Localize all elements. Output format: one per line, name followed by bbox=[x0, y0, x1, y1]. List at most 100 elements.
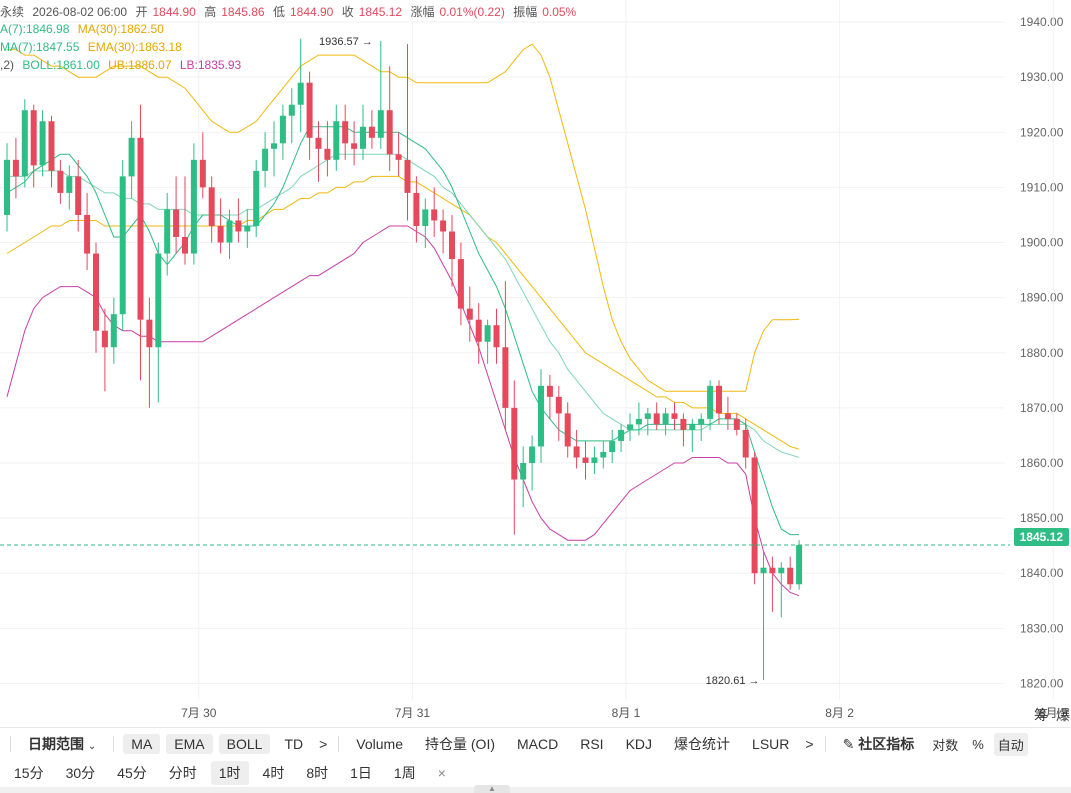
oi-toggle[interactable]: 持仓量 (OI) bbox=[425, 736, 495, 752]
datetime-label: 2026-08-02 06:00 bbox=[32, 5, 128, 19]
candle-body bbox=[39, 121, 46, 166]
candle-body bbox=[475, 319, 482, 342]
boll-legend-lb: LB:1835.93 bbox=[179, 58, 242, 72]
candle-body bbox=[449, 231, 455, 260]
log-scale-toggle[interactable]: 对数 bbox=[932, 737, 959, 753]
volume-toggle[interactable]: Volume bbox=[356, 736, 403, 752]
td-toggle[interactable]: TD bbox=[284, 736, 304, 752]
candle-body bbox=[529, 446, 536, 463]
candle-body bbox=[796, 545, 803, 585]
candle-body bbox=[457, 259, 464, 309]
interval-1-button[interactable]: 30分 bbox=[65, 765, 96, 781]
x-tick-label: 7月 31 bbox=[395, 706, 431, 720]
candle-body bbox=[662, 413, 669, 425]
rsi-toggle[interactable]: RSI bbox=[580, 736, 604, 752]
candle-body bbox=[101, 330, 108, 348]
candle-body bbox=[84, 214, 91, 254]
chart-area[interactable]: 1940.00 1930.00 1920.00 1910.00 1900.00 1890.… bbox=[0, 0, 1071, 727]
interval-0-button[interactable]: 15分 bbox=[14, 765, 44, 781]
interval-2-button[interactable]: 45分 bbox=[117, 765, 147, 781]
candle-body bbox=[751, 457, 758, 574]
chips-tab-label: 筹 bbox=[1034, 707, 1048, 724]
boll-upper-line bbox=[7, 43, 800, 392]
ema30-legend: EMA(30):1863.18 bbox=[87, 40, 182, 54]
interval-6-button[interactable]: 8时 bbox=[306, 765, 329, 781]
candle-body bbox=[21, 110, 28, 177]
toolbar-divider bbox=[10, 736, 11, 752]
boll-legend: ,2) BOLL:1861.00 UB:1886.07 LB:1835.93 bbox=[0, 58, 246, 72]
interval-8-button[interactable]: 1周 bbox=[393, 765, 416, 781]
bottom-scroll-bar[interactable] bbox=[0, 787, 1071, 793]
candle-body bbox=[511, 407, 518, 480]
boll-toggle[interactable]: BOLL bbox=[218, 734, 271, 754]
ma30-legend: MA(30):1862.50 bbox=[77, 22, 164, 36]
candle-body bbox=[253, 170, 260, 226]
y-tick-label: 1930.00 bbox=[1020, 70, 1064, 84]
interval-3-button[interactable]: 分时 bbox=[168, 765, 197, 781]
interval-5-button[interactable]: 4时 bbox=[262, 765, 285, 781]
candle-body bbox=[137, 137, 144, 320]
candle-body bbox=[591, 457, 598, 463]
macd-toggle[interactable]: MACD bbox=[517, 736, 559, 752]
candle-body bbox=[716, 385, 722, 414]
candle-body bbox=[217, 225, 224, 243]
candle-body bbox=[271, 143, 277, 149]
interval-7-button[interactable]: 1日 bbox=[350, 765, 372, 781]
candle-body bbox=[173, 209, 180, 238]
open-label: 开 bbox=[135, 5, 148, 19]
change-label: 涨幅 bbox=[410, 5, 435, 19]
candle-body bbox=[93, 253, 99, 331]
candle-body bbox=[546, 385, 553, 397]
candle-body bbox=[30, 110, 37, 166]
ma-toggle[interactable]: MA bbox=[123, 734, 161, 754]
sub-indicators-more-button[interactable]: > bbox=[805, 736, 814, 752]
candle-body bbox=[351, 143, 358, 149]
candle-body bbox=[57, 170, 64, 193]
candle-body bbox=[484, 325, 491, 342]
lsur-toggle[interactable]: LSUR bbox=[752, 736, 790, 752]
interval-4-button[interactable]: 1时 bbox=[210, 761, 249, 785]
toolbar-divider bbox=[338, 736, 340, 752]
main-indicators-more-button[interactable]: > bbox=[319, 736, 328, 752]
candle-body bbox=[413, 192, 420, 226]
liquidation-toggle[interactable]: 爆仓统计 bbox=[674, 736, 731, 752]
expand-handle-icon[interactable]: ▲ bbox=[474, 785, 510, 793]
percent-scale-toggle[interactable]: % bbox=[972, 736, 984, 752]
candle-body bbox=[395, 154, 402, 160]
close-icon[interactable]: × bbox=[437, 765, 446, 781]
y-tick-label: 1920.00 bbox=[1020, 125, 1064, 139]
candle-body bbox=[671, 413, 678, 419]
candlestick-chart[interactable]: 1940.00 1930.00 1920.00 1910.00 1900.00 1890.… bbox=[0, 0, 1071, 727]
candle-body bbox=[778, 567, 785, 574]
candle-body bbox=[493, 325, 500, 348]
candle-body bbox=[707, 385, 714, 419]
community-indicators-button[interactable]: ✎ 社区指标 bbox=[842, 736, 915, 752]
candle-body bbox=[582, 457, 589, 463]
y-tick-label: 1880.00 bbox=[1020, 346, 1064, 360]
ma-legend: A(7):1846.98 MA(30):1862.50 bbox=[0, 22, 169, 36]
candle-body bbox=[155, 253, 162, 348]
y-tick-label: 1890.00 bbox=[1020, 291, 1064, 305]
y-tick-label: 1940.00 bbox=[1020, 15, 1064, 29]
toolbar-divider bbox=[113, 736, 115, 752]
ema7-legend: MA(7):1847.55 bbox=[0, 40, 80, 54]
y-tick-label: 1820.00 bbox=[1020, 676, 1064, 690]
auto-scale-toggle[interactable]: 自动 bbox=[993, 732, 1028, 756]
edit-icon: ✎ bbox=[842, 736, 855, 752]
boll-legend-mid: BOLL:1861.00 bbox=[22, 58, 100, 72]
close-value: 1845.12 bbox=[358, 5, 403, 19]
candle-body bbox=[279, 115, 286, 144]
date-range-button[interactable]: 日期范围 ⌄ bbox=[28, 736, 97, 752]
candle-body bbox=[190, 159, 197, 254]
open-value: 1844.90 bbox=[152, 5, 196, 19]
candle-body bbox=[360, 126, 366, 149]
kdj-toggle[interactable]: KDJ bbox=[625, 736, 653, 752]
candle-body bbox=[4, 159, 10, 215]
ema-toggle[interactable]: EMA bbox=[166, 734, 213, 754]
high-label: 高 bbox=[204, 5, 217, 19]
amplitude-label: 振幅 bbox=[513, 5, 538, 19]
boll-legend-ub: UB:1886.07 bbox=[108, 58, 172, 72]
candle-body bbox=[769, 567, 776, 574]
boll-lower-line bbox=[6, 225, 800, 597]
